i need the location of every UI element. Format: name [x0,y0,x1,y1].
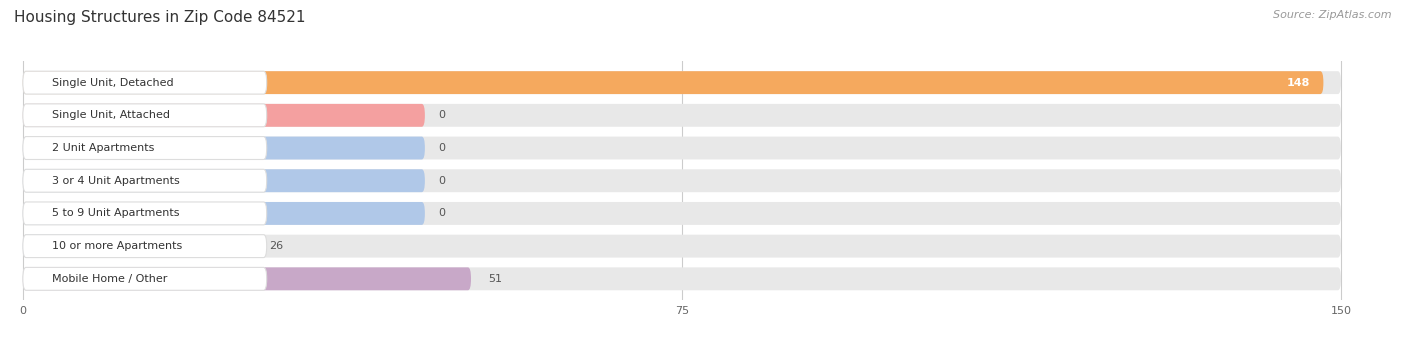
Text: Single Unit, Detached: Single Unit, Detached [52,78,174,88]
FancyBboxPatch shape [22,235,252,257]
FancyBboxPatch shape [22,104,425,127]
FancyBboxPatch shape [22,137,1341,160]
FancyBboxPatch shape [22,202,1341,225]
Text: 26: 26 [269,241,283,251]
Text: 2 Unit Apartments: 2 Unit Apartments [52,143,155,153]
FancyBboxPatch shape [22,169,267,192]
Text: 5 to 9 Unit Apartments: 5 to 9 Unit Apartments [52,208,180,219]
Text: 0: 0 [439,143,446,153]
FancyBboxPatch shape [22,71,1341,94]
FancyBboxPatch shape [22,71,1323,94]
Text: 0: 0 [439,208,446,219]
Text: Housing Structures in Zip Code 84521: Housing Structures in Zip Code 84521 [14,10,305,25]
Text: 0: 0 [439,110,446,120]
Text: 148: 148 [1286,78,1310,88]
FancyBboxPatch shape [22,71,267,94]
FancyBboxPatch shape [22,267,471,290]
FancyBboxPatch shape [22,202,267,225]
Text: Source: ZipAtlas.com: Source: ZipAtlas.com [1274,10,1392,20]
Text: 51: 51 [489,274,502,284]
Text: 3 or 4 Unit Apartments: 3 or 4 Unit Apartments [52,176,180,186]
FancyBboxPatch shape [22,169,1341,192]
Text: Mobile Home / Other: Mobile Home / Other [52,274,167,284]
FancyBboxPatch shape [22,235,1341,257]
FancyBboxPatch shape [22,169,425,192]
Text: 10 or more Apartments: 10 or more Apartments [52,241,183,251]
FancyBboxPatch shape [22,104,267,127]
Text: Single Unit, Attached: Single Unit, Attached [52,110,170,120]
Text: 0: 0 [439,176,446,186]
FancyBboxPatch shape [22,267,1341,290]
FancyBboxPatch shape [22,137,425,160]
FancyBboxPatch shape [22,267,267,290]
FancyBboxPatch shape [22,202,425,225]
FancyBboxPatch shape [22,137,267,160]
FancyBboxPatch shape [22,235,267,257]
FancyBboxPatch shape [22,104,1341,127]
